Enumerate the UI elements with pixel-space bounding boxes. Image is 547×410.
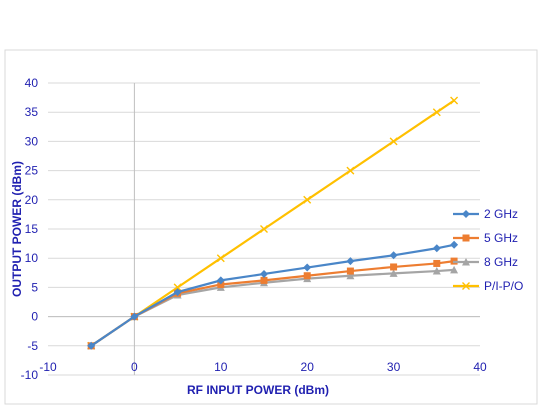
- data-point-2-ghz: [216, 276, 225, 285]
- data-point-2-ghz: [450, 240, 459, 249]
- data-point-2-ghz: [130, 312, 139, 321]
- legend-marker-p-i-p-o: [462, 282, 470, 290]
- legend-marker-2-ghz: [462, 210, 470, 218]
- data-point-p-i-p-o: [173, 283, 182, 292]
- data-point-p-i-p-o: [432, 108, 441, 117]
- data-point-8-ghz: [389, 269, 398, 277]
- y-tick-label: 0: [31, 310, 38, 324]
- y-tick-label: 5: [31, 280, 38, 294]
- legend-marker-5-ghz: [462, 234, 470, 242]
- data-point-8-ghz: [432, 267, 441, 275]
- y-tick-label: 20: [25, 193, 39, 207]
- data-point-2-ghz: [303, 263, 312, 272]
- data-point-2-ghz: [346, 257, 355, 266]
- x-tick-labels: -10 0 10 20 30 40: [39, 360, 487, 374]
- y-tick-label: 10: [25, 251, 39, 265]
- x-tick-label: 20: [301, 360, 315, 374]
- data-point-5-ghz: [346, 267, 354, 275]
- x-tick-label: 0: [131, 360, 138, 374]
- data-point-8-ghz: [450, 265, 459, 274]
- legend-label: 8 GHz: [484, 255, 518, 269]
- data-point-8-ghz: [346, 271, 355, 280]
- y-tick-label: 40: [25, 76, 39, 90]
- legend-item-p-i-p-o: P/I-P/O: [453, 279, 523, 293]
- series-line-2-ghz: [90, 243, 455, 347]
- legend-label: 2 GHz: [484, 207, 518, 221]
- data-point-5-ghz: [433, 259, 441, 267]
- y-tick-label: 25: [25, 164, 39, 178]
- legend: 2 GHz 5 GHz 8 GHz P/I-P/O: [453, 207, 523, 293]
- data-point-5-ghz: [303, 272, 311, 280]
- legend-label: P/I-P/O: [484, 279, 523, 293]
- data-point-p-i-p-o: [303, 195, 312, 204]
- series-line-p-i-p-o: [90, 99, 455, 347]
- data-point-5-ghz: [390, 263, 398, 271]
- series-group: [87, 96, 459, 350]
- gridlines: [48, 82, 480, 376]
- data-point-5-ghz: [260, 276, 268, 284]
- y-tick-label: 35: [25, 105, 39, 119]
- y-tick-labels: -10 -5 0 5 10 15 20 25 30 35 40: [21, 76, 39, 382]
- y-tick-label: -5: [27, 339, 38, 353]
- legend-marker-8-ghz: [462, 258, 470, 266]
- data-point-2-ghz: [432, 244, 441, 253]
- x-tick-label: 40: [473, 360, 487, 374]
- data-point-p-i-p-o: [450, 96, 459, 105]
- data-point-2-ghz: [87, 341, 96, 350]
- axes: [48, 83, 480, 375]
- legend-item-2-ghz: 2 GHz: [453, 207, 518, 221]
- legend-item-8-ghz: 8 GHz: [453, 255, 518, 269]
- y-tick-label: -10: [21, 368, 39, 382]
- x-tick-label: 30: [387, 360, 401, 374]
- y-axis-title: OUTPUT POWER (dBm): [10, 161, 24, 297]
- data-point-2-ghz: [173, 288, 182, 297]
- series-2-ghz: [87, 240, 459, 350]
- x-tick-label: 10: [214, 360, 228, 374]
- y-tick-label: 30: [25, 134, 39, 148]
- data-point-2-ghz: [389, 251, 398, 260]
- data-point-p-i-p-o: [389, 137, 398, 146]
- data-point-p-i-p-o: [260, 225, 268, 233]
- x-axis-title: RF INPUT POWER (dBm): [187, 383, 329, 397]
- legend-item-5-ghz: 5 GHz: [453, 231, 518, 245]
- x-tick-label: -10: [39, 360, 57, 374]
- y-tick-label: 15: [25, 222, 39, 236]
- legend-label: 5 GHz: [484, 231, 518, 245]
- data-point-p-i-p-o: [216, 254, 225, 263]
- data-point-p-i-p-o: [346, 166, 355, 175]
- data-point-2-ghz: [260, 269, 268, 278]
- data-point-5-ghz: [217, 280, 225, 288]
